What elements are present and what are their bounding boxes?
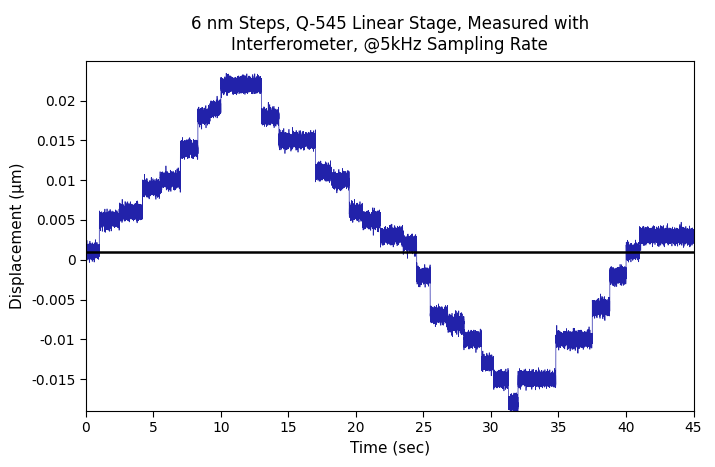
X-axis label: Time (sec): Time (sec) (350, 441, 430, 456)
Y-axis label: Displacement (µm): Displacement (µm) (11, 163, 26, 309)
Title: 6 nm Steps, Q-545 Linear Stage, Measured with
Interferometer, @5kHz Sampling Rat: 6 nm Steps, Q-545 Linear Stage, Measured… (191, 15, 588, 54)
